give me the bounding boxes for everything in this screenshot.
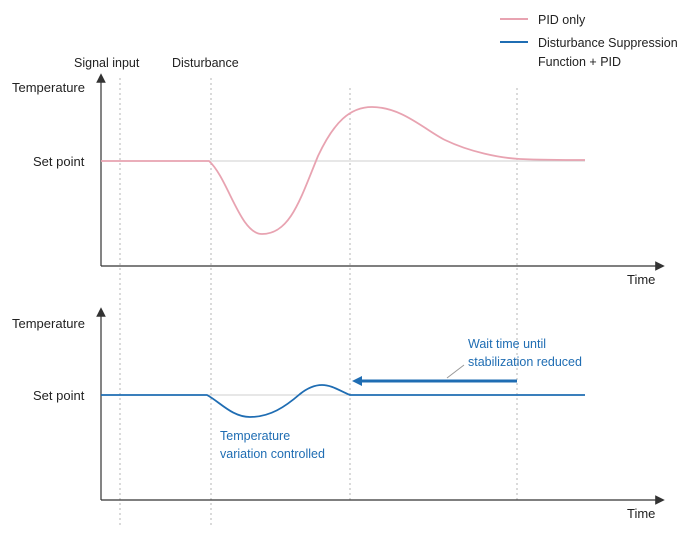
- legend-label-dsf-pid-line1: Disturbance Suppression: [538, 36, 678, 50]
- dsf-pid-curve: [101, 384, 585, 418]
- legend-label-dsf-pid-line2: Function + PID: [538, 55, 621, 69]
- top-panel: Temperature Set point Time: [12, 73, 665, 287]
- pid-only-curve: [101, 106, 586, 235]
- wait-time-leader-line: [446, 364, 465, 379]
- top-x-axis-label: Time: [627, 272, 655, 287]
- bottom-x-axis-label: Time: [627, 506, 655, 521]
- event-label-signal-input: Signal input: [74, 56, 140, 70]
- annotation-wait-time-line2: stabilization reduced: [468, 355, 582, 369]
- top-set-point-label: Set point: [33, 154, 85, 169]
- annotation-wait-time-line1: Wait time until: [468, 337, 546, 351]
- bottom-panel: Temperature Set point Time Wait time unt…: [12, 307, 665, 521]
- annotation-variation-line2: variation controlled: [220, 447, 325, 461]
- legend-label-pid-only: PID only: [538, 13, 586, 27]
- annotation-variation-line1: Temperature: [220, 429, 290, 443]
- bottom-y-axis-label: Temperature: [12, 316, 85, 331]
- bottom-set-point-label: Set point: [33, 388, 85, 403]
- top-y-axis-label: Temperature: [12, 80, 85, 95]
- event-label-disturbance: Disturbance: [172, 56, 239, 70]
